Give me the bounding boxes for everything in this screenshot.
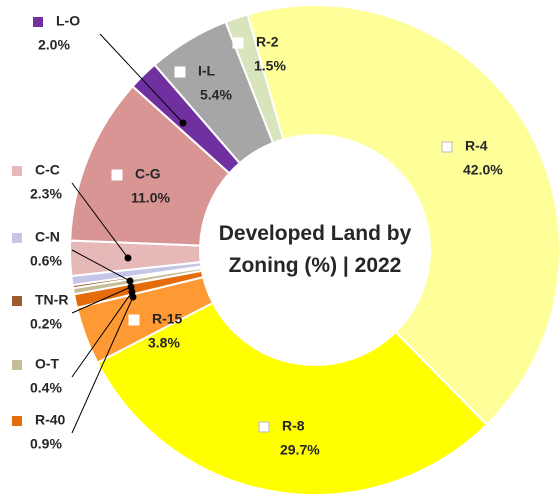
leader-line xyxy=(71,296,134,434)
label-swatch xyxy=(12,360,22,370)
value-label: 1.5% xyxy=(254,58,286,74)
leader-dot xyxy=(127,283,135,291)
label-swatch xyxy=(111,169,123,181)
leader-line xyxy=(99,33,184,124)
leader-line xyxy=(71,291,133,378)
value-label: 2.3% xyxy=(30,186,62,202)
donut-segment xyxy=(69,84,231,247)
label-swatch xyxy=(174,66,186,78)
label-swatch xyxy=(12,166,22,176)
category-label: L-O xyxy=(56,13,80,29)
category-label: I-L xyxy=(198,63,216,79)
label-swatch xyxy=(33,17,43,27)
value-label: 11.0% xyxy=(131,190,170,206)
label-swatch xyxy=(441,141,453,153)
category-label: R-4 xyxy=(465,138,488,154)
value-label: 5.4% xyxy=(200,87,232,103)
value-label: 42.0% xyxy=(463,162,503,178)
value-label: 2.0% xyxy=(38,37,70,53)
category-label: R-2 xyxy=(256,34,279,50)
leader-dot xyxy=(179,119,187,127)
category-label: TN-R xyxy=(35,292,68,308)
value-label: 0.2% xyxy=(30,316,62,332)
leader-dot xyxy=(124,254,132,262)
category-label: R-40 xyxy=(35,412,66,428)
donut-segment xyxy=(96,301,489,496)
donut-segment xyxy=(246,4,559,427)
label-swatch xyxy=(128,314,140,326)
category-label: C-G xyxy=(135,166,161,182)
value-label: 29.7% xyxy=(280,442,320,458)
leader-dot xyxy=(126,277,134,285)
label-swatch xyxy=(12,296,22,306)
category-label: C-N xyxy=(35,229,60,245)
leader-line xyxy=(71,286,132,314)
label-swatch xyxy=(232,37,244,49)
chart-title: Developed Land by Zoning (%) | 2022 xyxy=(218,222,412,277)
label-swatch xyxy=(258,421,270,433)
value-label: 0.9% xyxy=(30,436,62,452)
category-label: O-T xyxy=(35,356,60,372)
value-label: 0.4% xyxy=(30,380,62,396)
category-label: C-C xyxy=(35,162,60,178)
leader-line xyxy=(71,249,131,282)
category-label: R-8 xyxy=(282,418,305,434)
label-swatch xyxy=(12,233,22,243)
value-label: 0.6% xyxy=(30,253,62,269)
value-label: 3.8% xyxy=(148,335,180,351)
category-label: R-15 xyxy=(152,311,183,327)
leader-line xyxy=(71,182,129,259)
label-swatch xyxy=(12,416,22,426)
